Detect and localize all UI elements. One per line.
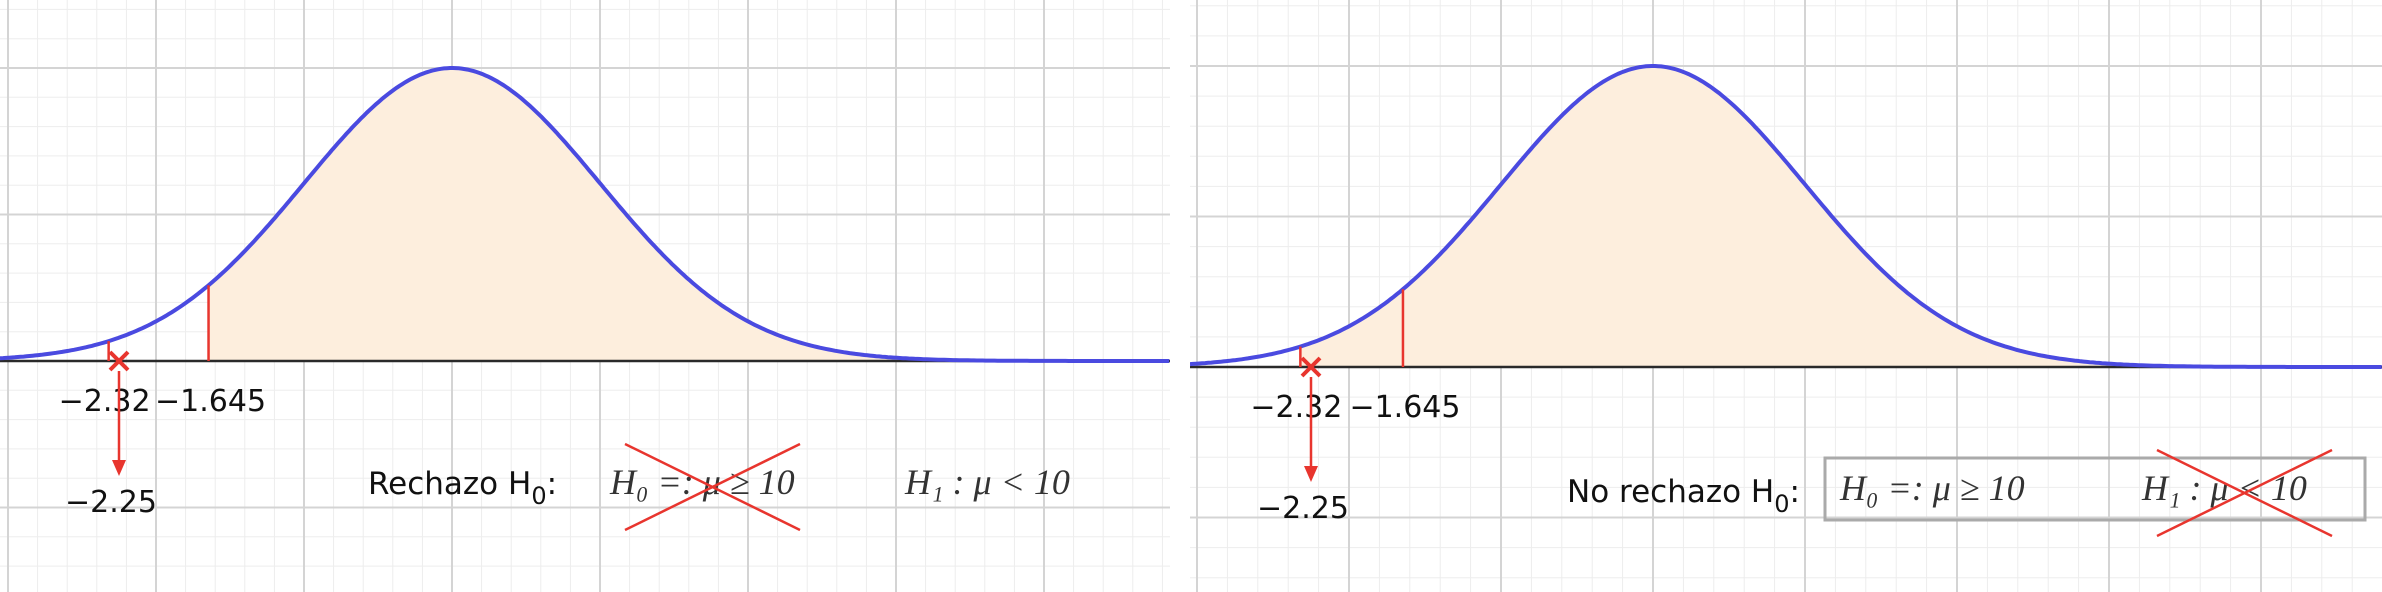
density-curve	[0, 66, 1170, 363]
test-statistic-marker	[108, 350, 130, 372]
critical-value-label: −1.645	[1349, 390, 1460, 425]
decision-label: Rechazo H0:	[368, 466, 557, 510]
critical-value-label: −2.32	[59, 384, 151, 419]
test-statistic-arrowhead	[1304, 466, 1318, 482]
right-panel: −2.32 −1.645 −2.25 No rechazo H0: H₀ =: μ ≥ …	[1190, 0, 2382, 592]
hypothesis-text: H₁ : μ < 10	[904, 462, 1070, 502]
cross-out-line	[2156, 448, 2333, 538]
critical-value-label: −2.32	[1250, 390, 1342, 425]
density-curve	[1190, 64, 2382, 369]
right-chart: −2.32 −1.645 −2.25 No rechazo H0: H₀ =: μ ≥ …	[1190, 0, 2382, 592]
hypotheses-box	[1823, 456, 2367, 522]
test-statistic-arrowhead	[112, 460, 126, 476]
decision-label: No rechazo H0:	[1567, 474, 1800, 518]
cross-out-line	[624, 442, 801, 532]
shaded-region	[1300, 66, 2382, 367]
panel-divider	[1175, 0, 1185, 592]
left-panel: −2.32 −1.645 −2.25 Rechazo H0: H₀ =: μ ≥ 10 H…	[0, 0, 1170, 592]
hypothesis-text: H₀ =: μ ≥ 10	[1839, 468, 2025, 508]
test-statistic-marker	[1300, 356, 1322, 378]
test-statistic-label: −2.25	[1257, 491, 1349, 526]
shaded-region	[208, 68, 1170, 361]
test-statistic-label: −2.25	[65, 485, 157, 520]
critical-value-label: −1.645	[155, 384, 266, 419]
